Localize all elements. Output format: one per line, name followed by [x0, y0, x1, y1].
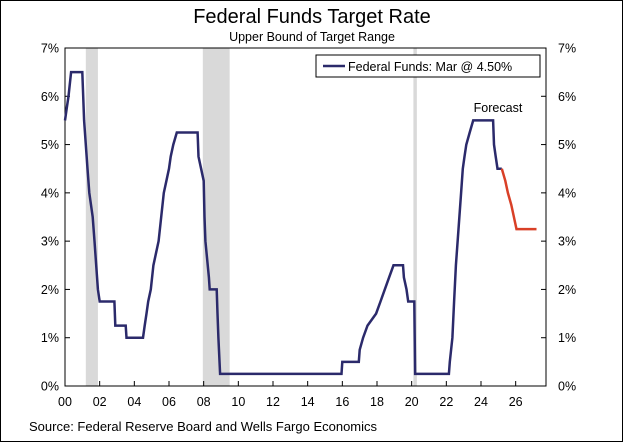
x-tick-label: 26: [509, 395, 523, 409]
y-tick-label-left: 2%: [41, 283, 59, 297]
series-lines: [63, 70, 537, 376]
axis-ticks: 0% 0% 1% 1% 2% 2% 3% 3% 4% 4% 5% 5% 6% 6% 7% 7% 00 02 04 06…: [41, 42, 576, 410]
x-tick-label: 02: [93, 395, 107, 409]
y-tick-label-right: 2%: [558, 283, 576, 297]
legend-box: [315, 54, 541, 78]
x-tick-label: 20: [405, 395, 419, 409]
legend: Federal Funds: Mar @ 4.50%: [315, 54, 541, 78]
y-tick-label-left: 3%: [41, 235, 59, 249]
recession-band-1: [202, 48, 230, 386]
y-tick-label-right: 6%: [558, 90, 576, 104]
x-tick-label: 10: [231, 395, 245, 409]
y-tick-label-right: 7%: [558, 42, 576, 56]
y-tick-label-left: 5%: [41, 138, 59, 152]
y-tick-label-left: 0%: [41, 380, 59, 394]
y-tick-label-left: 6%: [41, 90, 59, 104]
x-tick-label: 24: [474, 395, 488, 409]
y-tick-label-left: 7%: [41, 42, 59, 56]
y-tick-label-right: 0%: [558, 380, 576, 394]
series-line-forecast: [500, 168, 537, 231]
x-tick-label: 08: [197, 395, 211, 409]
x-tick-label: 00: [58, 395, 72, 409]
source-note: Source: Federal Reserve Board and Wells …: [29, 419, 378, 434]
recession-band-2: [413, 48, 417, 386]
y-tick-label-right: 1%: [558, 331, 576, 345]
legend-label: Federal Funds: Mar @ 4.50%: [348, 60, 512, 74]
x-tick-label: 12: [266, 395, 280, 409]
y-tick-label-right: 4%: [558, 186, 576, 200]
x-tick-label: 18: [370, 395, 384, 409]
chart-subtitle: Upper Bound of Target Range: [229, 30, 395, 44]
x-tick-label: 16: [335, 395, 349, 409]
recession-bands: [85, 48, 417, 386]
x-tick-label: 14: [301, 395, 315, 409]
x-tick-label: 04: [127, 395, 141, 409]
y-tick-label-right: 3%: [558, 235, 576, 249]
forecast-annotation: Forecast: [474, 101, 523, 115]
series-line-federal-funds: [63, 70, 502, 376]
plot-area: [64, 47, 547, 387]
y-tick-label-right: 5%: [558, 138, 576, 152]
y-tick-label-left: 1%: [41, 331, 59, 345]
chart-title: Federal Funds Target Rate: [193, 6, 431, 28]
x-tick-label: 06: [162, 395, 176, 409]
y-tick-label-left: 4%: [41, 186, 59, 200]
x-tick-label: 22: [439, 395, 453, 409]
